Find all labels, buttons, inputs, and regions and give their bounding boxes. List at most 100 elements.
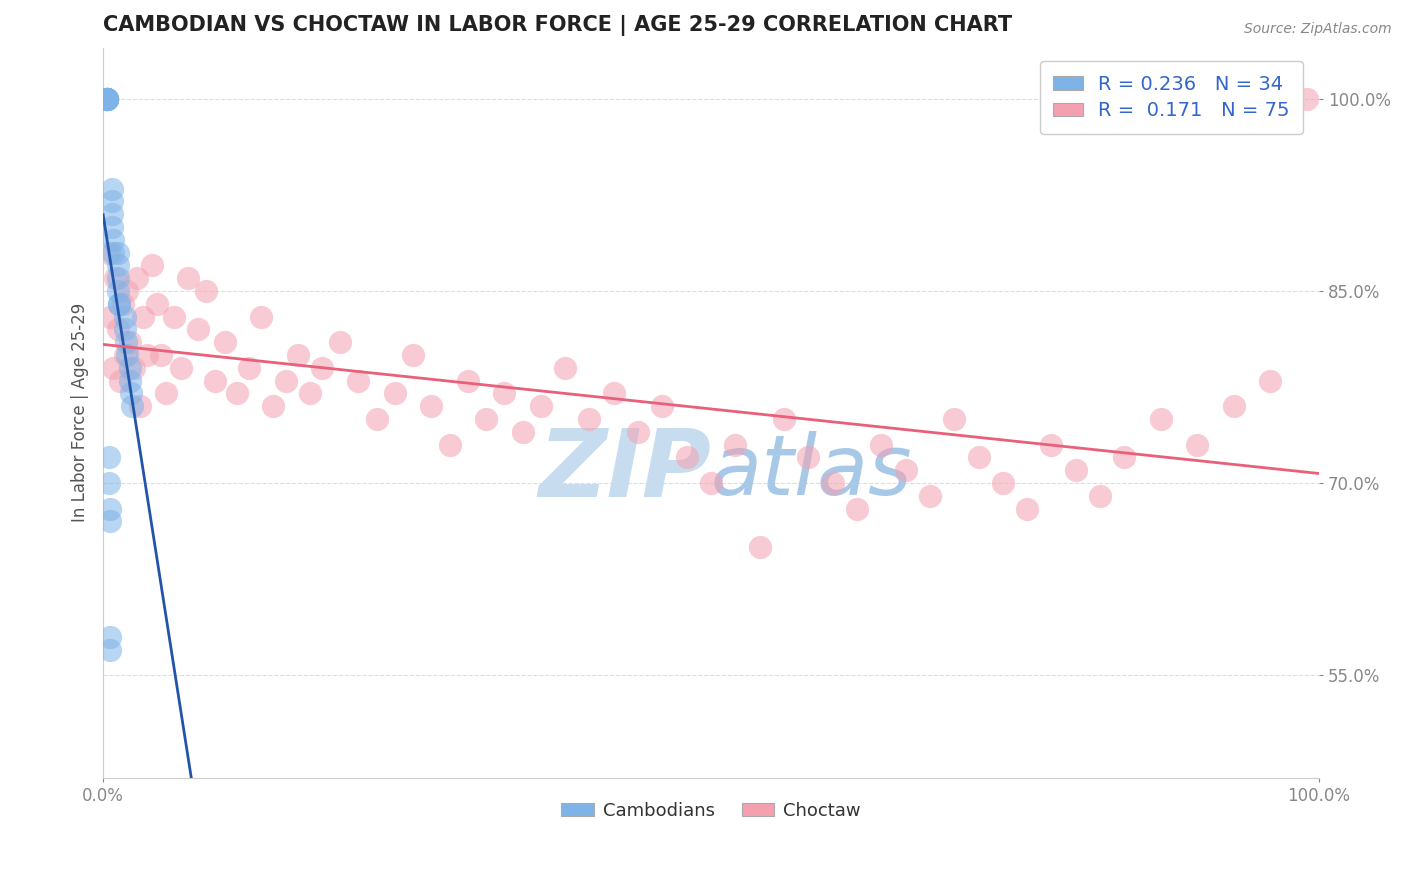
Point <box>120 386 142 401</box>
Point <box>894 463 917 477</box>
Point <box>845 501 868 516</box>
Point <box>127 271 149 285</box>
Text: CAMBODIAN VS CHOCTAW IN LABOR FORCE | AGE 25-29 CORRELATION CHART: CAMBODIAN VS CHOCTAW IN LABOR FORCE | AG… <box>103 15 1012 36</box>
Point <box>918 489 941 503</box>
Point <box>100 515 122 529</box>
Point <box>100 181 122 195</box>
Point <box>155 386 177 401</box>
Point <box>675 450 697 465</box>
Point <box>262 399 284 413</box>
Point <box>1260 374 1282 388</box>
Point <box>107 245 129 260</box>
Point <box>108 374 131 388</box>
Point <box>118 374 141 388</box>
Point <box>274 374 297 388</box>
Point <box>494 386 516 401</box>
Point <box>187 322 209 336</box>
Point <box>141 258 163 272</box>
Point <box>98 476 121 491</box>
Point <box>100 310 122 324</box>
Point <box>108 297 131 311</box>
Point <box>107 322 129 336</box>
Point <box>748 540 770 554</box>
Point <box>578 412 600 426</box>
Point <box>943 412 966 426</box>
Point <box>991 476 1014 491</box>
Point <box>98 450 121 465</box>
Point <box>135 348 157 362</box>
Text: ZIP: ZIP <box>538 425 711 517</box>
Point <box>1064 463 1087 477</box>
Point <box>797 450 820 465</box>
Point <box>870 437 893 451</box>
Point <box>96 92 118 106</box>
Point <box>150 348 173 362</box>
Point <box>204 374 226 388</box>
Point <box>111 297 134 311</box>
Point <box>439 437 461 451</box>
Point <box>311 360 333 375</box>
Point <box>96 92 118 106</box>
Point <box>298 386 321 401</box>
Point <box>101 245 124 260</box>
Point <box>100 219 122 234</box>
Point <box>214 335 236 350</box>
Point <box>114 348 136 362</box>
Point <box>117 284 139 298</box>
Point <box>100 194 122 209</box>
Point <box>107 258 129 272</box>
Point <box>1114 450 1136 465</box>
Point <box>114 322 136 336</box>
Point <box>96 92 118 106</box>
Point <box>118 360 141 375</box>
Point <box>603 386 626 401</box>
Point <box>101 233 124 247</box>
Point <box>700 476 723 491</box>
Point <box>1150 412 1173 426</box>
Point <box>104 271 127 285</box>
Point <box>329 335 352 350</box>
Point <box>627 425 650 439</box>
Point <box>1040 437 1063 451</box>
Point <box>114 310 136 324</box>
Point <box>420 399 443 413</box>
Point <box>366 412 388 426</box>
Point <box>163 310 186 324</box>
Point <box>170 360 193 375</box>
Point <box>457 374 479 388</box>
Point <box>96 92 118 106</box>
Point <box>530 399 553 413</box>
Point <box>118 335 141 350</box>
Point <box>651 399 673 413</box>
Point <box>107 271 129 285</box>
Point <box>100 501 122 516</box>
Point <box>96 92 118 106</box>
Point <box>1223 399 1246 413</box>
Point <box>121 399 143 413</box>
Point <box>96 92 118 106</box>
Y-axis label: In Labor Force | Age 25-29: In Labor Force | Age 25-29 <box>72 303 89 522</box>
Point <box>100 207 122 221</box>
Point <box>96 92 118 106</box>
Point <box>132 310 155 324</box>
Legend: Cambodians, Choctaw: Cambodians, Choctaw <box>554 795 868 827</box>
Point <box>101 360 124 375</box>
Point <box>967 450 990 465</box>
Text: Source: ZipAtlas.com: Source: ZipAtlas.com <box>1244 22 1392 37</box>
Point <box>287 348 309 362</box>
Point <box>128 399 150 413</box>
Point <box>347 374 370 388</box>
Point <box>250 310 273 324</box>
Point <box>177 271 200 285</box>
Point <box>1295 92 1317 106</box>
Point <box>117 348 139 362</box>
Point <box>100 630 122 644</box>
Point <box>108 297 131 311</box>
Point <box>1017 501 1039 516</box>
Point <box>1187 437 1209 451</box>
Point <box>1088 489 1111 503</box>
Text: atlas: atlas <box>711 431 912 511</box>
Point <box>195 284 218 298</box>
Point <box>402 348 425 362</box>
Point <box>98 245 121 260</box>
